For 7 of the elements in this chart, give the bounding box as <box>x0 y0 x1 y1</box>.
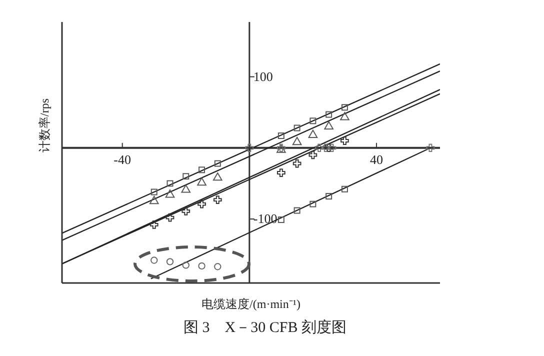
text: 图 3 X－30 CFB 刻度图 <box>182 318 348 337</box>
y-tick-label: -100 <box>253 210 278 226</box>
y-axis-title: 计数率/rps <box>37 98 52 152</box>
y-tick-label: 100 <box>253 68 273 84</box>
x-tick-label: -40 <box>114 152 132 167</box>
x-axis-title: 电缆速度/(m·min⁻¹) <box>202 297 300 311</box>
x-tick-label: 40 <box>370 152 383 167</box>
